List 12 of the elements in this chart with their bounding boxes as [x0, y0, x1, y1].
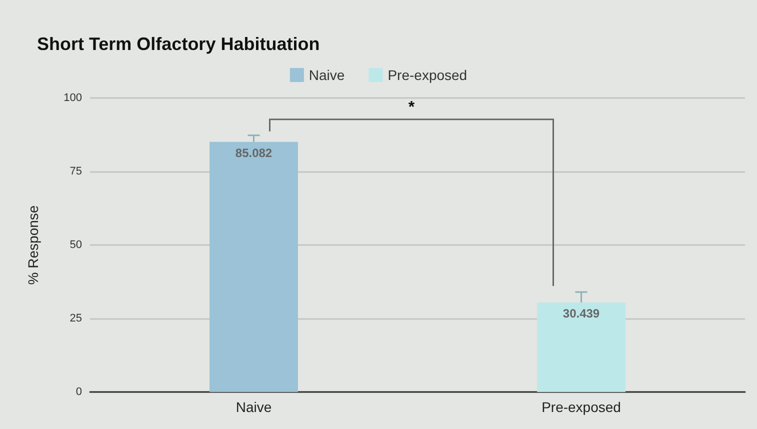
- y-tick-label: 25: [70, 312, 82, 324]
- y-tick-label: 75: [70, 166, 82, 178]
- data-label: 30.439: [562, 306, 600, 321]
- legend-label: Naive: [308, 67, 345, 83]
- y-tick-label: 50: [70, 239, 82, 251]
- y-tick-label: 100: [64, 92, 82, 104]
- legend-label: Pre-exposed: [388, 67, 468, 83]
- annotation: *: [408, 98, 416, 116]
- y-axis-title: % Response: [25, 205, 41, 285]
- chart-title: Short Term Olfactory Habituation: [37, 34, 320, 54]
- y-tick-label: 0: [76, 386, 82, 398]
- data-label: 85.082: [235, 146, 272, 160]
